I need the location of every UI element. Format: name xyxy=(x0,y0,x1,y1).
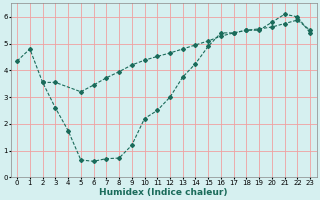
X-axis label: Humidex (Indice chaleur): Humidex (Indice chaleur) xyxy=(100,188,228,197)
